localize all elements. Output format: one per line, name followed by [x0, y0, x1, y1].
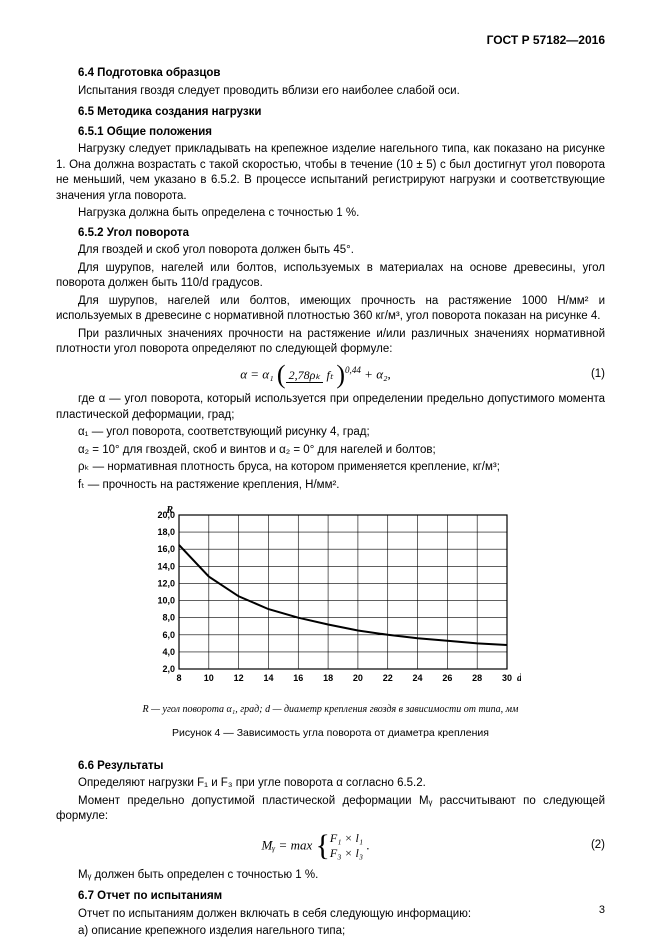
s652-p4: При различных значениях прочности на рас… — [56, 327, 605, 358]
f2-row1: F₁ × l₁ — [330, 831, 363, 845]
s64-p1: Испытания гвоздя следует проводить вблиз… — [56, 84, 605, 100]
chart-svg: 8 10 12 14 16 18 20 22 24 26 28 30 2,0 4,0 6,0 8,0 10,0 1… — [141, 501, 521, 691]
f2-num: (2) — [575, 838, 605, 854]
svg-text:24: 24 — [412, 673, 422, 683]
s67-p2: а) описание крепежного изделия нагельног… — [56, 924, 605, 940]
figure-4-caption: Рисунок 4 — Зависимость угла поворота от… — [56, 726, 605, 740]
section-6-5-2-title: 6.5.2 Угол поворота — [56, 226, 605, 242]
svg-text:8,0: 8,0 — [162, 613, 175, 623]
page-number: 3 — [599, 903, 605, 918]
doc-header: ГОСТ Р 57182—2016 — [56, 32, 605, 48]
svg-text:8: 8 — [176, 673, 181, 683]
section-6-5-title: 6.5 Методика создания нагрузки — [56, 105, 605, 121]
f1-exp: 0,44 — [345, 365, 361, 375]
f2-tail: . — [366, 837, 369, 852]
svg-text:18,0: 18,0 — [157, 528, 175, 538]
s66-p3: Mᵧ должен быть определен с точностью 1 %… — [56, 868, 605, 884]
def-alpha2: α₂ = 10° для гвоздей, скоб и винтов и α₂… — [56, 443, 605, 459]
svg-text:d: d — [517, 673, 521, 684]
def-alpha1: α₁ — угол поворота, соответствующий рису… — [56, 425, 605, 441]
figure-4-chart: 8 10 12 14 16 18 20 22 24 26 28 30 2,0 4,0 6,0 8,0 10,0 1… — [141, 501, 521, 697]
definitions: где α — угол поворота, который используе… — [56, 392, 605, 493]
svg-text:10,0: 10,0 — [157, 596, 175, 606]
def-ft: fₜ — прочность на растяжение крепления, … — [56, 478, 605, 494]
svg-text:4,0: 4,0 — [162, 647, 175, 657]
section-6-7-title: 6.7 Отчет по испытаниям — [56, 889, 605, 905]
f2-row2: F₃ × l₃ — [330, 846, 363, 860]
section-6-4-title: 6.4 Подготовка образцов — [56, 66, 605, 82]
f2-lhs: Mᵧ = max — [261, 837, 312, 852]
s66-p2: Момент предельно допустимой пластической… — [56, 794, 605, 825]
s651-p2: Нагрузка должна быть определена с точнос… — [56, 206, 605, 222]
svg-text:22: 22 — [382, 673, 392, 683]
svg-text:R: R — [165, 505, 173, 516]
svg-text:30: 30 — [501, 673, 511, 683]
svg-text:28: 28 — [472, 673, 482, 683]
svg-text:26: 26 — [442, 673, 452, 683]
section-6-5-1-title: 6.5.1 Общие положения — [56, 125, 605, 141]
svg-text:12,0: 12,0 — [157, 579, 175, 589]
svg-text:14,0: 14,0 — [157, 562, 175, 572]
f1-frac-bot: fₜ — [323, 368, 336, 382]
page: ГОСТ Р 57182—2016 6.4 Подготовка образцо… — [0, 0, 661, 936]
figure-4-legend: R — угол поворота α₁, град; d — диаметр … — [56, 703, 605, 717]
formula-1: α = α₁ (2,78ρₖfₜ)0,44 + α₂, (1) — [56, 364, 605, 386]
svg-text:16,0: 16,0 — [157, 545, 175, 555]
s67-p1: Отчет по испытаниям должен включать в се… — [56, 907, 605, 923]
f1-lhs: α = α₁ — [240, 366, 273, 381]
s66-p1: Определяют нагрузки F₁ и F₃ при угле пов… — [56, 776, 605, 792]
s652-p1: Для гвоздей и скоб угол поворота должен … — [56, 243, 605, 259]
svg-text:10: 10 — [203, 673, 213, 683]
s652-p2: Для шурупов, нагелей или болтов, использ… — [56, 261, 605, 292]
def-rho: ρₖ — нормативная плотность бруса, на кот… — [56, 460, 605, 476]
svg-text:18: 18 — [323, 673, 333, 683]
f1-tail: + α₂, — [364, 366, 391, 381]
svg-text:6,0: 6,0 — [162, 630, 175, 640]
f1-frac-top: 2,78ρₖ — [286, 368, 324, 383]
s651-p1: Нагрузку следует прикладывать на крепежн… — [56, 142, 605, 204]
svg-text:12: 12 — [233, 673, 243, 683]
f1-num: (1) — [575, 367, 605, 383]
s652-p3: Для шурупов, нагелей или болтов, имеющих… — [56, 294, 605, 325]
svg-text:20: 20 — [352, 673, 362, 683]
svg-text:2,0: 2,0 — [162, 664, 175, 674]
svg-text:16: 16 — [293, 673, 303, 683]
def-alpha: где α — угол поворота, который используе… — [56, 392, 605, 423]
section-6-6-title: 6.6 Результаты — [56, 759, 605, 775]
svg-text:14: 14 — [263, 673, 273, 683]
formula-2: Mᵧ = max {F₁ × l₁F₃ × l₃ . (2) — [56, 831, 605, 862]
